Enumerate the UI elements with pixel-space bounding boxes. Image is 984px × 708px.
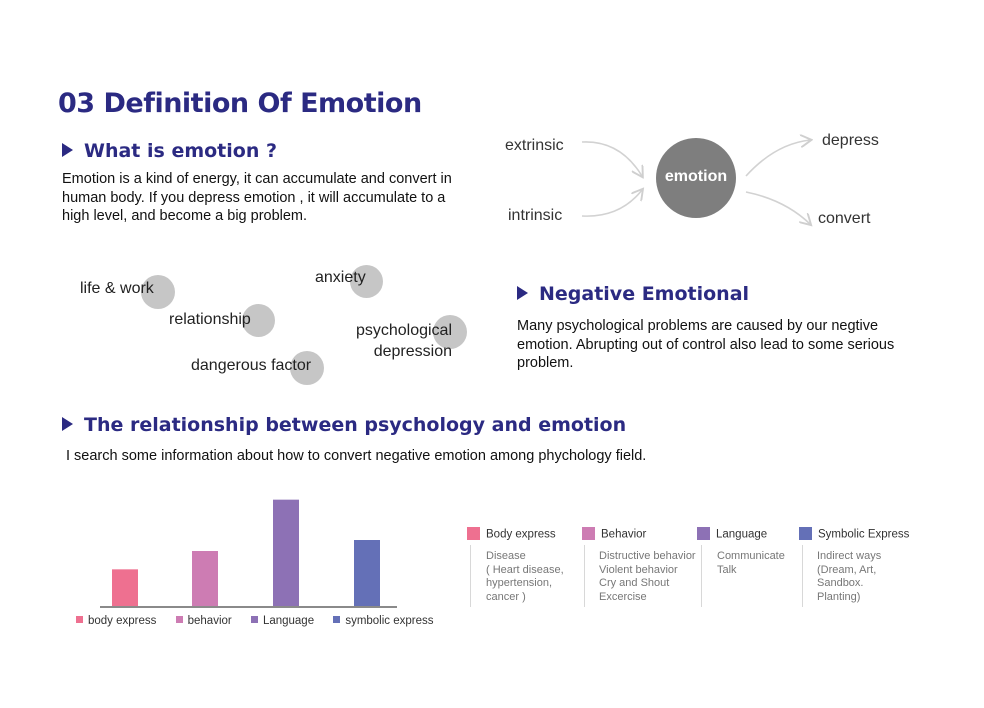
section-heading-relationship: The relationship between psychology and … [62, 414, 626, 436]
bar-language [273, 499, 299, 606]
section-heading-what-is-emotion: What is emotion ? [62, 140, 277, 162]
category-swatch [467, 527, 480, 540]
section-body-what-is-emotion: Emotion is a kind of energy, it can accu… [62, 171, 452, 224]
legend-label: body express [88, 615, 157, 627]
triangle-bullet-icon [62, 416, 73, 431]
legend-item: Language [250, 615, 315, 627]
category-swatch [697, 527, 710, 540]
category-desc-body-express: Disease ( Heart disease, hypertension, c… [486, 550, 564, 603]
section-heading-text: Negative Emotional [539, 283, 750, 305]
bubble-dot [350, 265, 383, 298]
page-title: 03 Definition Of Emotion [58, 88, 422, 119]
bubble-dot [433, 315, 467, 349]
bubble-dot [141, 275, 175, 309]
bubble-dot [242, 304, 275, 337]
flow-input-intrinsic: intrinsic [508, 207, 563, 224]
section-body-negative-emotional: Many psychological problems are caused b… [517, 318, 895, 371]
arrow-extrinsic [581, 141, 642, 176]
bar-behavior [192, 551, 218, 606]
divider [802, 545, 803, 607]
legend-label: behavior [187, 615, 232, 627]
bar-body-express [112, 569, 138, 606]
section-heading-text: What is emotion ? [84, 140, 277, 162]
category-header-symbolic-express: Symbolic Express [799, 527, 910, 541]
bar-chart [100, 499, 397, 608]
category-header-language: Language [697, 527, 768, 541]
chart-legend: body express behavior Language symbolic … [76, 615, 450, 627]
triangle-bullet-icon [62, 142, 73, 157]
legend-item: body express [76, 615, 156, 627]
category-label: Body express [486, 528, 556, 541]
category-label: Behavior [601, 528, 647, 541]
emotion-node-label: emotion [664, 168, 728, 185]
flow-output-depress: depress [822, 132, 879, 149]
category-header-body-express: Body express [467, 527, 556, 541]
bubble-dot [290, 351, 324, 385]
legend-label: Language [262, 615, 315, 627]
legend-label: symbolic express [345, 615, 434, 627]
divider [701, 545, 702, 607]
arrow-intrinsic [581, 190, 642, 217]
emotion-flow-arrows [581, 120, 840, 240]
flow-output-convert: convert [818, 210, 871, 227]
legend-swatch [76, 616, 83, 624]
emotion-node [656, 138, 736, 218]
section-body-relationship: I search some information about how to c… [66, 448, 647, 464]
section-heading-negative-emotional: Negative Emotional [517, 283, 749, 305]
category-desc-symbolic-express: Indirect ways (Dream, Art, Sandbox. Plan… [817, 550, 882, 603]
category-label: Symbolic Express [818, 528, 910, 541]
category-swatch [799, 527, 812, 540]
divider [470, 545, 471, 607]
triangle-bullet-icon [517, 285, 528, 300]
divider [584, 545, 585, 607]
category-swatch [582, 527, 595, 540]
legend-item: behavior [175, 615, 232, 627]
legend-swatch [250, 616, 258, 624]
bubble-label-dangerous-factor: dangerous factor [191, 357, 312, 374]
bubble-label-anxiety: anxiety [315, 269, 366, 286]
bubble-label-relationship: relationship [169, 311, 251, 328]
bar-symbolic-express [354, 540, 380, 606]
legend-swatch [333, 616, 341, 624]
arrow-depress [745, 140, 810, 177]
legend-swatch [175, 616, 183, 624]
arrow-convert [745, 191, 810, 224]
category-header-behavior: Behavior [582, 527, 647, 541]
section-heading-text: The relationship between psychology and … [84, 414, 627, 436]
bubble-label-life-work: life & work [80, 280, 154, 297]
bubble-label-psychological-depression: psychological depression [355, 322, 452, 360]
category-desc-behavior: Distructive behavior Violent behavior Cr… [599, 550, 696, 603]
legend-item: symbolic express [333, 615, 434, 627]
category-desc-language: Communicate Talk [717, 550, 785, 576]
category-label: Language [716, 528, 768, 541]
flow-input-extrinsic: extrinsic [505, 137, 564, 154]
